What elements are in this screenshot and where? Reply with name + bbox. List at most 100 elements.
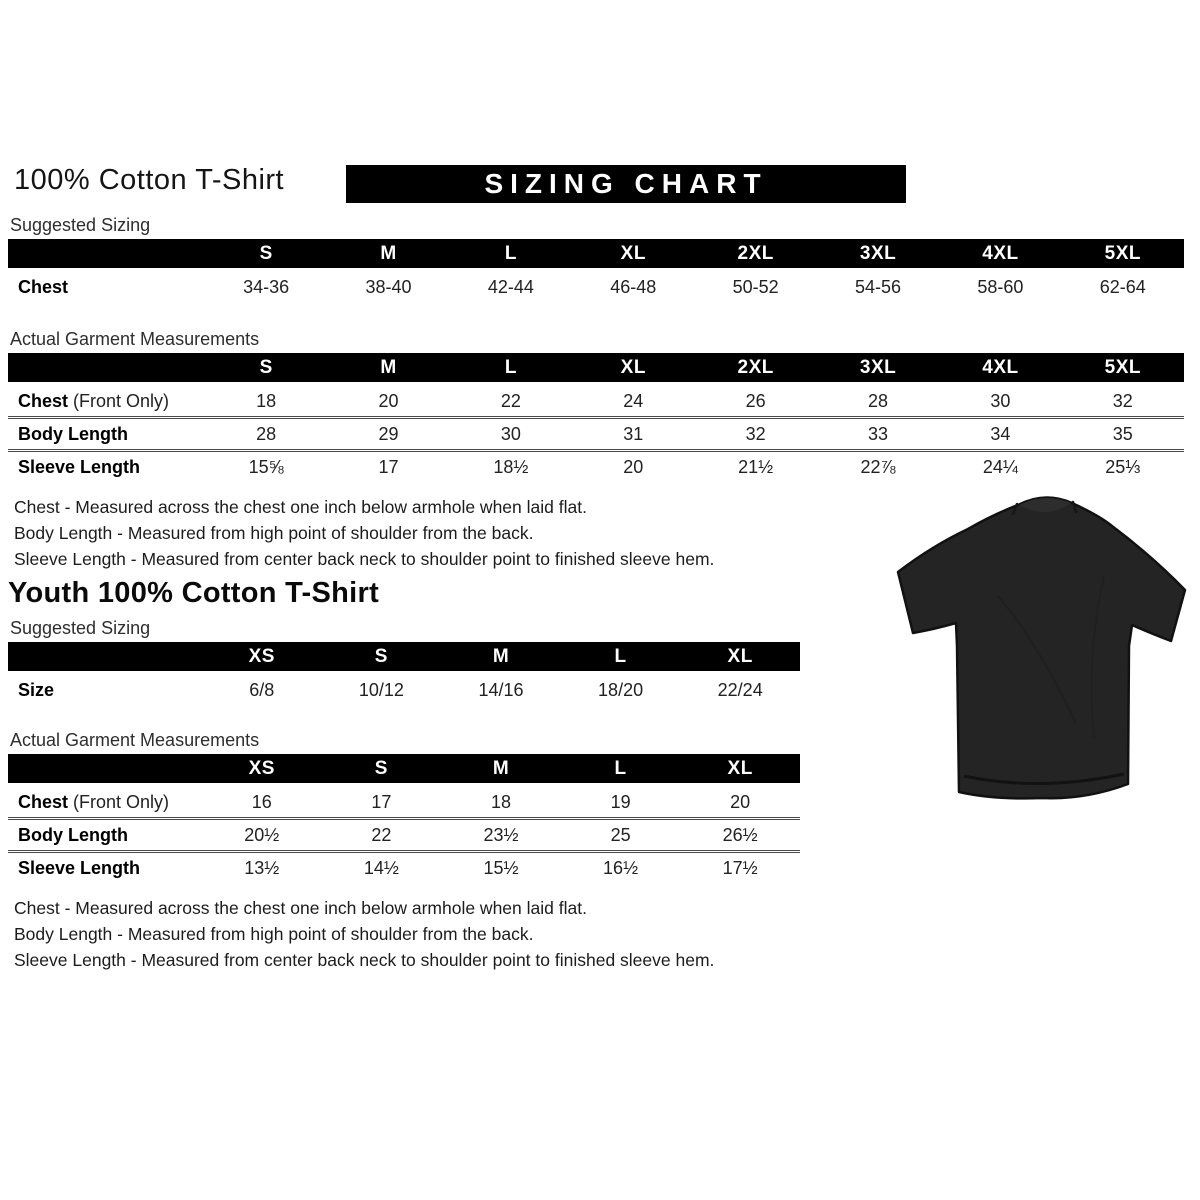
youth-section-title: Youth 100% Cotton T-Shirt [8, 577, 380, 609]
measurement-cell: 22/24 [717, 680, 763, 700]
header-row: S M L XL 2XL 3XL 4XL 5XL [8, 239, 1184, 272]
row-label: Chest (Front Only) [18, 390, 170, 411]
measurement-cell: 17½ [680, 850, 800, 883]
size-column-header: L [560, 754, 681, 787]
table-row: Body Length 20½ 22 23½ 25 26½ [8, 817, 800, 852]
measurement-cell: 16 [251, 791, 272, 812]
row-label: Body Length [8, 416, 205, 451]
measurement-cell: 34-36 [243, 277, 290, 297]
measurement-cell: 29 [327, 416, 450, 451]
measurement-cell: 23½ [441, 817, 561, 852]
size-column-header: XL [680, 754, 800, 787]
measurement-cell: 18/20 [598, 680, 644, 700]
measurement-cell: 19 [610, 791, 631, 812]
header-row: XS S M L XL [8, 642, 800, 675]
table-row: Sleeve Length 15⅝ 17 18½ 20 21½ 22⅞ 24¼ 25⅓ [8, 449, 1184, 482]
measurement-cell: 28 [868, 390, 889, 411]
tshirt-product-image [880, 476, 1200, 810]
size-column-header: 5XL [1061, 239, 1184, 272]
table-row: Sleeve Length 13½ 14½ 15½ 16½ 17½ [8, 850, 800, 883]
measurement-note: Chest - Measured across the chest one in… [14, 497, 587, 517]
sheet-content: 100% Cotton T-Shirt SIZING CHART Suggest… [8, 163, 1186, 973]
size-column-header: XL [572, 239, 695, 272]
youth-suggested-sizing-table: XS S M L XL Size 6/8 10/12 14/16 18/20 22/24 [8, 642, 800, 706]
size-column-header: XS [202, 642, 322, 675]
measurement-cell: 24 [623, 390, 644, 411]
table-row: Size 6/8 10/12 14/16 18/20 22/24 [8, 673, 800, 706]
measurement-cell: 30 [449, 416, 573, 451]
size-column-header: S [321, 754, 442, 787]
measurement-cell: 42-44 [487, 277, 534, 297]
size-column-header: S [321, 642, 442, 675]
measurement-cell: 35 [1061, 416, 1184, 451]
measurement-cell: 34 [939, 416, 1062, 451]
size-column-header: L [449, 239, 573, 272]
measurement-note: Sleeve Length - Measured from center bac… [14, 950, 715, 970]
measurement-note: Body Length - Measured from high point o… [14, 523, 534, 543]
measurement-cell: 46-48 [610, 277, 657, 297]
measurement-cell: 13½ [202, 850, 322, 883]
measurement-cell: 18 [256, 390, 277, 411]
size-table-corner [8, 754, 202, 787]
measurement-cell: 16½ [560, 850, 681, 883]
measurement-cell: 24¼ [939, 449, 1062, 482]
measurement-cell: 14½ [321, 850, 442, 883]
size-column-header: 2XL [694, 353, 817, 386]
measurement-cell: 17 [327, 449, 450, 482]
measurement-cell: 26½ [680, 817, 800, 852]
measurement-cell: 22⅞ [816, 449, 940, 482]
youth-actual-measurements-table: XS S M L XL Chest (Front Only) 16 17 18 19 20 Body … [8, 754, 800, 883]
size-column-header: M [327, 239, 450, 272]
row-label: Size [18, 680, 55, 700]
table-row: Body Length 28 29 30 31 32 33 34 35 [8, 416, 1184, 451]
adult-suggested-sizing-table: S M L XL 2XL 3XL 4XL 5XL Chest 34-36 38-40 42-44 46-… [8, 239, 1184, 303]
header-row: XS S M L XL [8, 754, 800, 787]
adult-actual-measurements-label: Actual Garment Measurements [10, 329, 260, 349]
measurement-cell: 20½ [202, 817, 322, 852]
size-column-header: XS [202, 754, 322, 787]
tshirt-icon [896, 496, 1187, 800]
youth-actual-measurements-label: Actual Garment Measurements [10, 730, 260, 750]
top-row: 100% Cotton T-Shirt SIZING CHART [8, 163, 1186, 203]
size-column-header: M [441, 642, 561, 675]
measurement-cell: 20 [572, 449, 695, 482]
row-label: Body Length [8, 817, 202, 852]
measurement-note: Chest - Measured across the chest one in… [14, 898, 587, 918]
measurement-cell: 30 [990, 390, 1011, 411]
page-title: 100% Cotton T-Shirt [14, 164, 285, 196]
measurement-cell: 18 [490, 791, 511, 812]
measurement-cell: 10/12 [358, 680, 404, 700]
youth-measurement-notes: Chest - Measured across the chest one in… [8, 895, 1186, 973]
size-column-header: 4XL [939, 239, 1062, 272]
measurement-cell: 22 [321, 817, 442, 852]
measurement-cell: 26 [745, 390, 766, 411]
measurement-cell: 18½ [449, 449, 573, 482]
youth-suggested-sizing-label: Suggested Sizing [10, 618, 151, 638]
measurement-cell: 25 [560, 817, 681, 852]
size-table-corner [8, 239, 205, 272]
measurement-cell: 31 [572, 416, 695, 451]
size-column-header: XL [680, 642, 800, 675]
size-table-corner [8, 353, 205, 386]
measurement-cell: 22 [500, 390, 521, 411]
size-column-header: L [560, 642, 681, 675]
measurement-cell: 15½ [441, 850, 561, 883]
measurement-cell: 50-52 [732, 277, 779, 297]
measurement-cell: 32 [694, 416, 817, 451]
measurement-cell: 15⅝ [205, 449, 328, 482]
size-column-header: XL [572, 353, 695, 386]
measurement-cell: 62-64 [1099, 277, 1146, 297]
size-column-header: S [205, 239, 328, 272]
table-row: Chest (Front Only) 18 20 22 24 26 28 30 32 [8, 384, 1184, 418]
measurement-cell: 58-60 [977, 277, 1024, 297]
sizing-chart-banner: SIZING CHART [346, 165, 906, 203]
size-column-header: 4XL [939, 353, 1062, 386]
size-table-corner [8, 642, 202, 675]
measurement-cell: 32 [1112, 390, 1133, 411]
measurement-cell: 17 [371, 791, 392, 812]
table-row: Chest 34-36 38-40 42-44 46-48 50-52 54-56 58-60… [8, 270, 1184, 303]
size-column-header: 3XL [816, 353, 940, 386]
size-column-header: L [449, 353, 573, 386]
measurement-cell: 38-40 [365, 277, 412, 297]
